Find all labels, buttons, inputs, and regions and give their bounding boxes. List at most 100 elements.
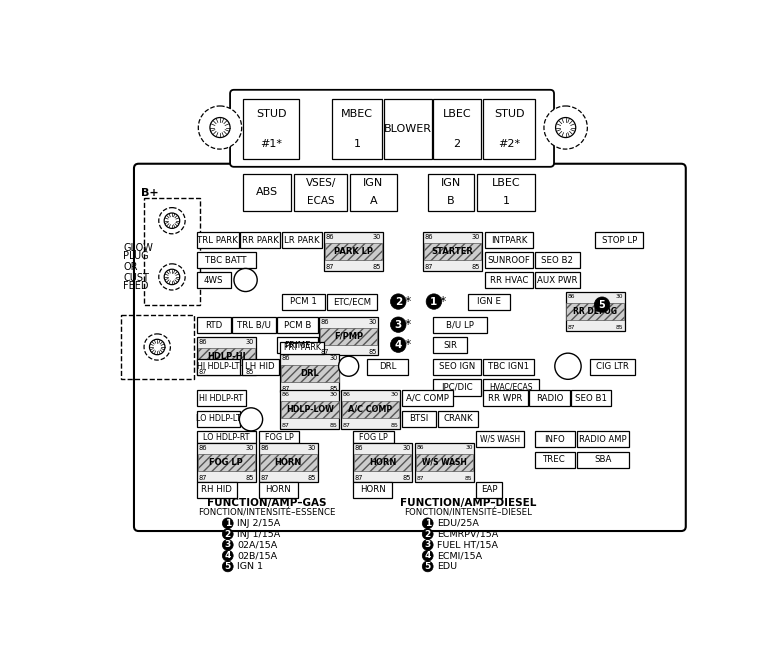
Circle shape <box>390 317 406 332</box>
Text: STOP LP: STOP LP <box>601 236 637 245</box>
Text: B+: B+ <box>141 188 158 198</box>
FancyBboxPatch shape <box>475 431 524 447</box>
FancyBboxPatch shape <box>327 294 376 310</box>
Text: INTPARK: INTPARK <box>491 236 528 245</box>
FancyBboxPatch shape <box>294 174 347 211</box>
Text: PLUG: PLUG <box>123 251 149 261</box>
Text: 30: 30 <box>372 234 381 240</box>
Text: IGN E: IGN E <box>477 297 501 307</box>
Text: BTSI: BTSI <box>409 414 429 424</box>
Text: RR PARK: RR PARK <box>242 236 279 245</box>
Text: 4WS: 4WS <box>204 276 223 285</box>
Text: 02A/15A: 02A/15A <box>237 541 277 549</box>
Text: 1: 1 <box>430 297 438 307</box>
Circle shape <box>422 518 433 529</box>
Text: 87: 87 <box>568 325 574 330</box>
FancyBboxPatch shape <box>485 272 533 289</box>
Text: FOG LP: FOG LP <box>359 432 388 442</box>
FancyBboxPatch shape <box>438 411 478 427</box>
Text: 85: 85 <box>615 325 623 330</box>
Text: TRL PARK: TRL PARK <box>197 236 238 245</box>
Text: 30: 30 <box>329 392 338 396</box>
Circle shape <box>222 561 233 572</box>
Text: FUNCTION/AMP–GAS: FUNCTION/AMP–GAS <box>207 498 326 508</box>
Text: 86: 86 <box>260 445 269 451</box>
Text: LBEC: LBEC <box>443 109 472 119</box>
Text: DRL: DRL <box>300 368 319 378</box>
Text: FUEL HT/15A: FUEL HT/15A <box>437 541 498 549</box>
Text: 30: 30 <box>472 234 481 240</box>
FancyBboxPatch shape <box>243 174 291 211</box>
FancyBboxPatch shape <box>416 454 473 471</box>
Text: LO HDLP-LT: LO HDLP-LT <box>196 414 241 424</box>
Circle shape <box>222 550 233 561</box>
FancyBboxPatch shape <box>281 401 339 418</box>
Text: IGN: IGN <box>441 178 461 188</box>
FancyBboxPatch shape <box>242 358 279 374</box>
Circle shape <box>240 408 263 431</box>
Text: 85: 85 <box>390 423 399 428</box>
Text: LH HID: LH HID <box>246 362 275 371</box>
Circle shape <box>339 356 359 376</box>
Text: 87: 87 <box>260 475 269 481</box>
FancyBboxPatch shape <box>353 481 392 498</box>
Circle shape <box>210 118 230 138</box>
Text: 5: 5 <box>425 562 431 571</box>
FancyBboxPatch shape <box>433 337 467 353</box>
Text: PCM 1: PCM 1 <box>290 297 317 307</box>
Text: 85: 85 <box>372 264 381 270</box>
Text: 30: 30 <box>465 445 472 450</box>
FancyBboxPatch shape <box>280 342 324 354</box>
Text: *: * <box>405 338 411 351</box>
Circle shape <box>222 518 233 529</box>
Text: A: A <box>369 196 377 206</box>
Text: LBEC: LBEC <box>492 178 520 188</box>
FancyBboxPatch shape <box>424 243 482 260</box>
FancyBboxPatch shape <box>571 390 611 406</box>
Text: DRL: DRL <box>379 362 396 371</box>
Text: 86: 86 <box>321 319 329 325</box>
Text: OR: OR <box>123 262 137 272</box>
Text: ABS: ABS <box>257 188 278 198</box>
Text: FONCTION/INTENSITÉ–ESSENCE: FONCTION/INTENSITÉ–ESSENCE <box>197 508 336 517</box>
Text: IPC/DIC: IPC/DIC <box>442 383 473 392</box>
Text: GLOW: GLOW <box>123 243 153 253</box>
Text: 87: 87 <box>282 386 290 392</box>
FancyBboxPatch shape <box>197 232 239 249</box>
Circle shape <box>222 529 233 539</box>
FancyBboxPatch shape <box>282 232 323 249</box>
Circle shape <box>426 294 442 309</box>
Text: SEO IGN: SEO IGN <box>439 362 475 371</box>
Text: 86: 86 <box>198 338 207 344</box>
FancyBboxPatch shape <box>277 317 318 333</box>
Text: PCM B: PCM B <box>284 321 311 330</box>
Text: EDU: EDU <box>437 562 457 571</box>
FancyBboxPatch shape <box>483 390 528 406</box>
FancyBboxPatch shape <box>197 454 255 471</box>
Text: HORN: HORN <box>369 458 396 467</box>
Text: 4: 4 <box>224 551 231 560</box>
FancyBboxPatch shape <box>280 354 339 392</box>
FancyBboxPatch shape <box>197 337 256 376</box>
Text: 3: 3 <box>224 541 231 549</box>
Text: SEO B1: SEO B1 <box>575 394 607 403</box>
FancyBboxPatch shape <box>259 444 318 481</box>
Text: RH HID: RH HID <box>201 485 233 494</box>
FancyBboxPatch shape <box>483 99 535 159</box>
Text: FOG LP: FOG LP <box>210 458 243 467</box>
Text: STUD: STUD <box>494 109 525 119</box>
Text: MBEC: MBEC <box>341 109 373 119</box>
Text: 85: 85 <box>330 423 338 428</box>
FancyBboxPatch shape <box>485 252 533 269</box>
FancyBboxPatch shape <box>320 328 377 344</box>
FancyBboxPatch shape <box>243 99 299 159</box>
FancyBboxPatch shape <box>319 317 378 356</box>
FancyBboxPatch shape <box>197 444 256 481</box>
Text: HDLP-HI: HDLP-HI <box>207 352 246 360</box>
Text: 85: 85 <box>472 264 481 270</box>
Text: RR DEFOG: RR DEFOG <box>573 307 617 316</box>
Text: AUX PWR: AUX PWR <box>537 276 578 285</box>
Text: HI HDLP-RT: HI HDLP-RT <box>200 394 243 403</box>
Circle shape <box>164 213 180 228</box>
Text: HORN: HORN <box>274 458 302 467</box>
